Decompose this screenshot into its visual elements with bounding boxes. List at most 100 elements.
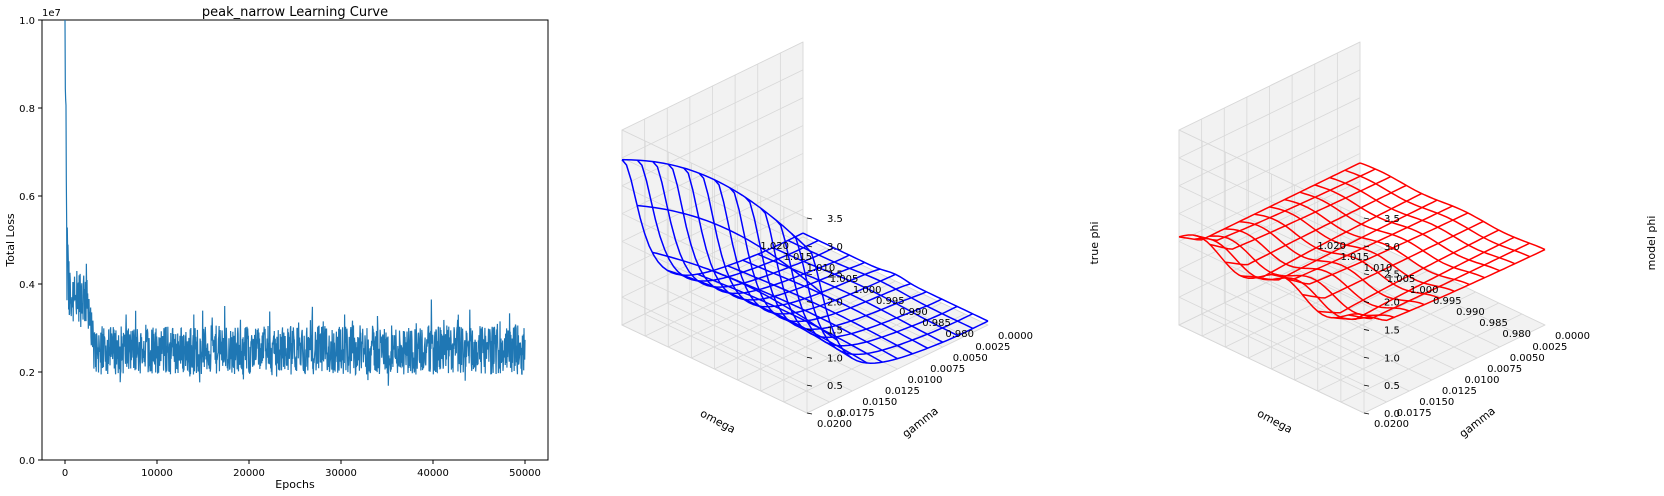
y-tick-label: 0.0025 — [1532, 342, 1567, 353]
grid-line — [1178, 296, 1365, 386]
x-tick-label: 40000 — [417, 468, 449, 479]
grid-line — [621, 208, 804, 298]
y-tick-label: 0.8 — [19, 104, 35, 115]
grid-line — [1178, 125, 1361, 214]
z-tick — [1363, 301, 1370, 303]
y-axis-label: Total Loss — [4, 213, 17, 268]
y-tick-label: 0.0150 — [1419, 397, 1454, 408]
x-tick-label: 1.010 — [1364, 263, 1393, 274]
z-tick-label: 1.0 — [827, 353, 843, 364]
grid-line — [621, 69, 804, 159]
model-phi-surface-chart: 1.0201.0151.0101.0051.0000.9950.9900.985… — [1178, 41, 1658, 440]
z-tick — [1363, 273, 1370, 276]
x-tick-label: 1.005 — [830, 274, 859, 285]
z-tick-label: 0.0 — [1384, 409, 1400, 420]
x-tick-label: 1.005 — [1387, 274, 1416, 285]
grid-line — [1317, 302, 1499, 392]
surface-wire — [1344, 169, 1531, 258]
x-axis-label: omega — [1255, 407, 1295, 436]
y-tick-label: 0.0025 — [975, 342, 1010, 353]
grid-line — [621, 213, 808, 302]
y-tick-label: 0.0075 — [1487, 364, 1522, 375]
grid-line — [1294, 291, 1476, 381]
grid-line — [1314, 258, 1500, 348]
grid-line — [1178, 324, 1365, 414]
y-tick-label: 0.0100 — [908, 375, 943, 386]
x-tick-label: 30000 — [325, 468, 357, 479]
grid-line — [621, 236, 804, 326]
x-tick-label: 1.015 — [783, 252, 812, 263]
grid-line — [1178, 153, 1361, 242]
z-tick-label: 3.5 — [827, 214, 843, 225]
x-tick-label: 0.985 — [1479, 318, 1508, 329]
z-tick — [806, 301, 813, 303]
y-tick-label: 0.0000 — [998, 331, 1033, 342]
grid-line — [621, 157, 808, 247]
y-tick-label: 0.0 — [19, 456, 35, 467]
grid-line — [621, 268, 808, 358]
z-tick-label: 3.0 — [1384, 242, 1400, 253]
z-tick — [1363, 217, 1370, 220]
x-axis-label: omega — [698, 407, 738, 436]
y-axis-label: gamma — [900, 404, 941, 440]
y-tick-label: 0.0125 — [885, 386, 920, 397]
grid-line — [806, 324, 989, 414]
z-tick — [1363, 245, 1370, 248]
y-axis-label: gamma — [1457, 404, 1498, 440]
grid-line — [1178, 268, 1365, 358]
grid-line — [760, 302, 942, 392]
grid-line — [757, 258, 943, 348]
grid-line — [1340, 313, 1523, 403]
z-tick-label: 1.0 — [1384, 353, 1400, 364]
grid-line — [1363, 324, 1546, 414]
x-tick-label: 1.020 — [760, 241, 789, 252]
grid-line — [1178, 213, 1365, 302]
y-tick-label: 0.0175 — [840, 408, 875, 419]
learning-curve-chart: peak_narrow Learning Curve 1e7 Epochs To… — [4, 5, 549, 491]
surface-wire — [1329, 176, 1516, 265]
true-phi-surface-chart: 1.0201.0151.0101.0051.0000.9950.9900.985… — [621, 41, 1101, 440]
z-tick-label: 0.0 — [827, 409, 843, 420]
grid-line — [621, 129, 808, 219]
z-tick-label: 3.0 — [827, 242, 843, 253]
x-tick-label: 50000 — [509, 468, 541, 479]
z-tick — [806, 217, 813, 220]
grid-line — [621, 125, 804, 214]
z-tick-label: 3.5 — [1384, 214, 1400, 225]
z-tick-label: 0.5 — [827, 381, 843, 392]
surface-wire — [806, 247, 989, 364]
y-tick-label: 0.6 — [19, 192, 35, 203]
x-tick-label: 1.020 — [1317, 241, 1346, 252]
z-tick-label: 2.0 — [1384, 298, 1400, 309]
x-tick-label: 0 — [62, 468, 68, 479]
loss-series-line — [64, 19, 526, 386]
x-tick-label: 0.980 — [945, 329, 974, 340]
x-tick-label: 0.980 — [1502, 329, 1531, 340]
grid-line — [1178, 185, 1365, 275]
grid-line — [802, 236, 989, 326]
z-axis-label: true phi — [1088, 221, 1101, 264]
z-tick — [1363, 412, 1370, 415]
surface-wire — [787, 239, 974, 330]
y-tick-label: 0.4 — [19, 280, 35, 291]
y-tick-label: 0.0075 — [930, 364, 965, 375]
plot-area — [41, 19, 549, 461]
x-tick-label: 20000 — [233, 468, 265, 479]
grid-line — [621, 324, 808, 414]
z-tick — [806, 412, 813, 415]
y-axis-offset-label: 1e7 — [42, 8, 61, 19]
z-tick — [1363, 356, 1370, 359]
y-tick-label: 0.0100 — [1465, 375, 1500, 386]
z-tick — [806, 273, 813, 276]
x-axis-label: Epochs — [275, 478, 315, 491]
x-tick-label: 0.985 — [922, 318, 951, 329]
x-tick-label: 0.990 — [1456, 307, 1485, 318]
z-tick — [806, 356, 813, 359]
y-tick-label: 0.0175 — [1397, 408, 1432, 419]
grid-line — [621, 296, 808, 386]
grid-line — [621, 180, 804, 270]
x-tick-label: 0.995 — [876, 296, 905, 307]
surface-wire — [791, 233, 973, 356]
grid-line — [621, 153, 804, 242]
